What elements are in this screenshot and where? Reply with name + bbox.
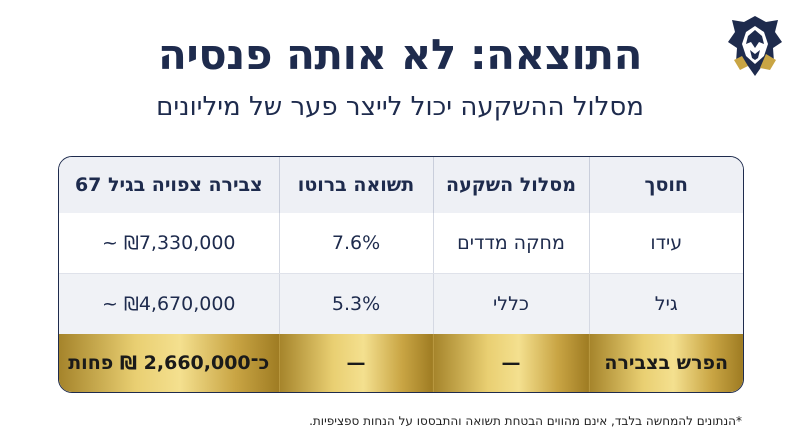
cell-saver: עידו [588, 213, 743, 274]
cell-return-value: 7.6% [331, 232, 381, 254]
summary-return: — [278, 334, 433, 392]
column-header-accumulation: צבירה צפויה בגיל 67 [59, 157, 279, 213]
summary-row: הפרש בצבירה — — כ־2,660,000 ₪ פחות [59, 334, 743, 392]
table-row: גיל כללי 5.3% ₪4,670,000 ~ [59, 273, 743, 334]
column-header-track: מסלול השקעה [432, 157, 589, 213]
disclaimer-footnote: *הנתונים להמחשה בלבד, אינם מהווים הבטחת … [309, 414, 742, 428]
cell-accumulation: ₪7,330,000 ~ [59, 213, 279, 274]
cell-track: כללי [432, 273, 589, 334]
column-header-saver: חוסך [588, 157, 743, 213]
comparison-table: חוסך מסלול השקעה תשואה ברוטו צבירה צפויה… [58, 156, 744, 393]
cell-accumulation: ₪4,670,000 ~ [59, 273, 279, 334]
table-header-row: חוסך מסלול השקעה תשואה ברוטו צבירה צפויה… [59, 157, 743, 213]
table-row: עידו מחקה מדדים 7.6% ₪7,330,000 ~ [59, 213, 743, 274]
cell-track: מחקה מדדים [432, 213, 589, 274]
summary-difference: כ־2,660,000 ₪ פחות [59, 334, 279, 392]
cell-return-value: 5.3% [331, 293, 381, 315]
page-subtitle: מסלול ההשקעה יכול לייצר פער של מיליונים [156, 92, 644, 122]
summary-label: הפרש בצבירה [588, 334, 743, 392]
cell-return: 5.3% [278, 273, 433, 334]
column-header-return: תשואה ברוטו [278, 157, 433, 213]
cell-return: 7.6% [278, 213, 433, 274]
page-title: התוצאה: לא אותה פנסיה [158, 30, 642, 79]
lion-head-icon [728, 16, 782, 76]
summary-track: — [432, 334, 589, 392]
cell-saver: גיל [588, 273, 743, 334]
